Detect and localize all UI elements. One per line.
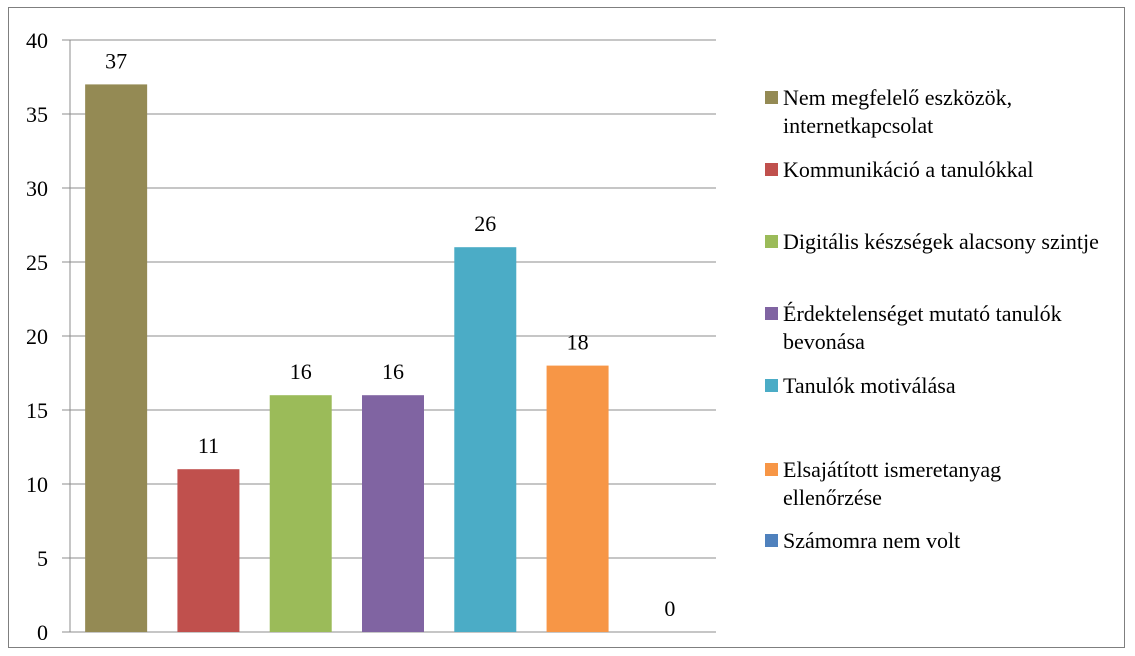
bar [177,469,240,632]
data-label: 11 [198,433,219,458]
bar [362,395,424,632]
y-tick-label: 15 [26,398,48,423]
y-tick-label: 25 [26,250,48,275]
bar [269,395,332,632]
data-label: 18 [567,330,589,355]
y-tick-label: 20 [26,324,48,349]
data-label: 0 [664,596,675,621]
bar [546,365,609,632]
y-tick-label: 40 [26,28,48,53]
y-tick-label: 35 [26,102,48,127]
y-tick-label: 0 [37,620,48,645]
y-tick-label: 30 [26,176,48,201]
data-label: 37 [105,48,127,73]
bar [85,84,148,632]
y-tick-label: 10 [26,472,48,497]
bar [454,247,517,632]
y-tick-label: 5 [37,546,48,571]
data-label: 16 [290,359,312,384]
data-label: 16 [382,359,404,384]
data-label: 26 [474,211,496,236]
